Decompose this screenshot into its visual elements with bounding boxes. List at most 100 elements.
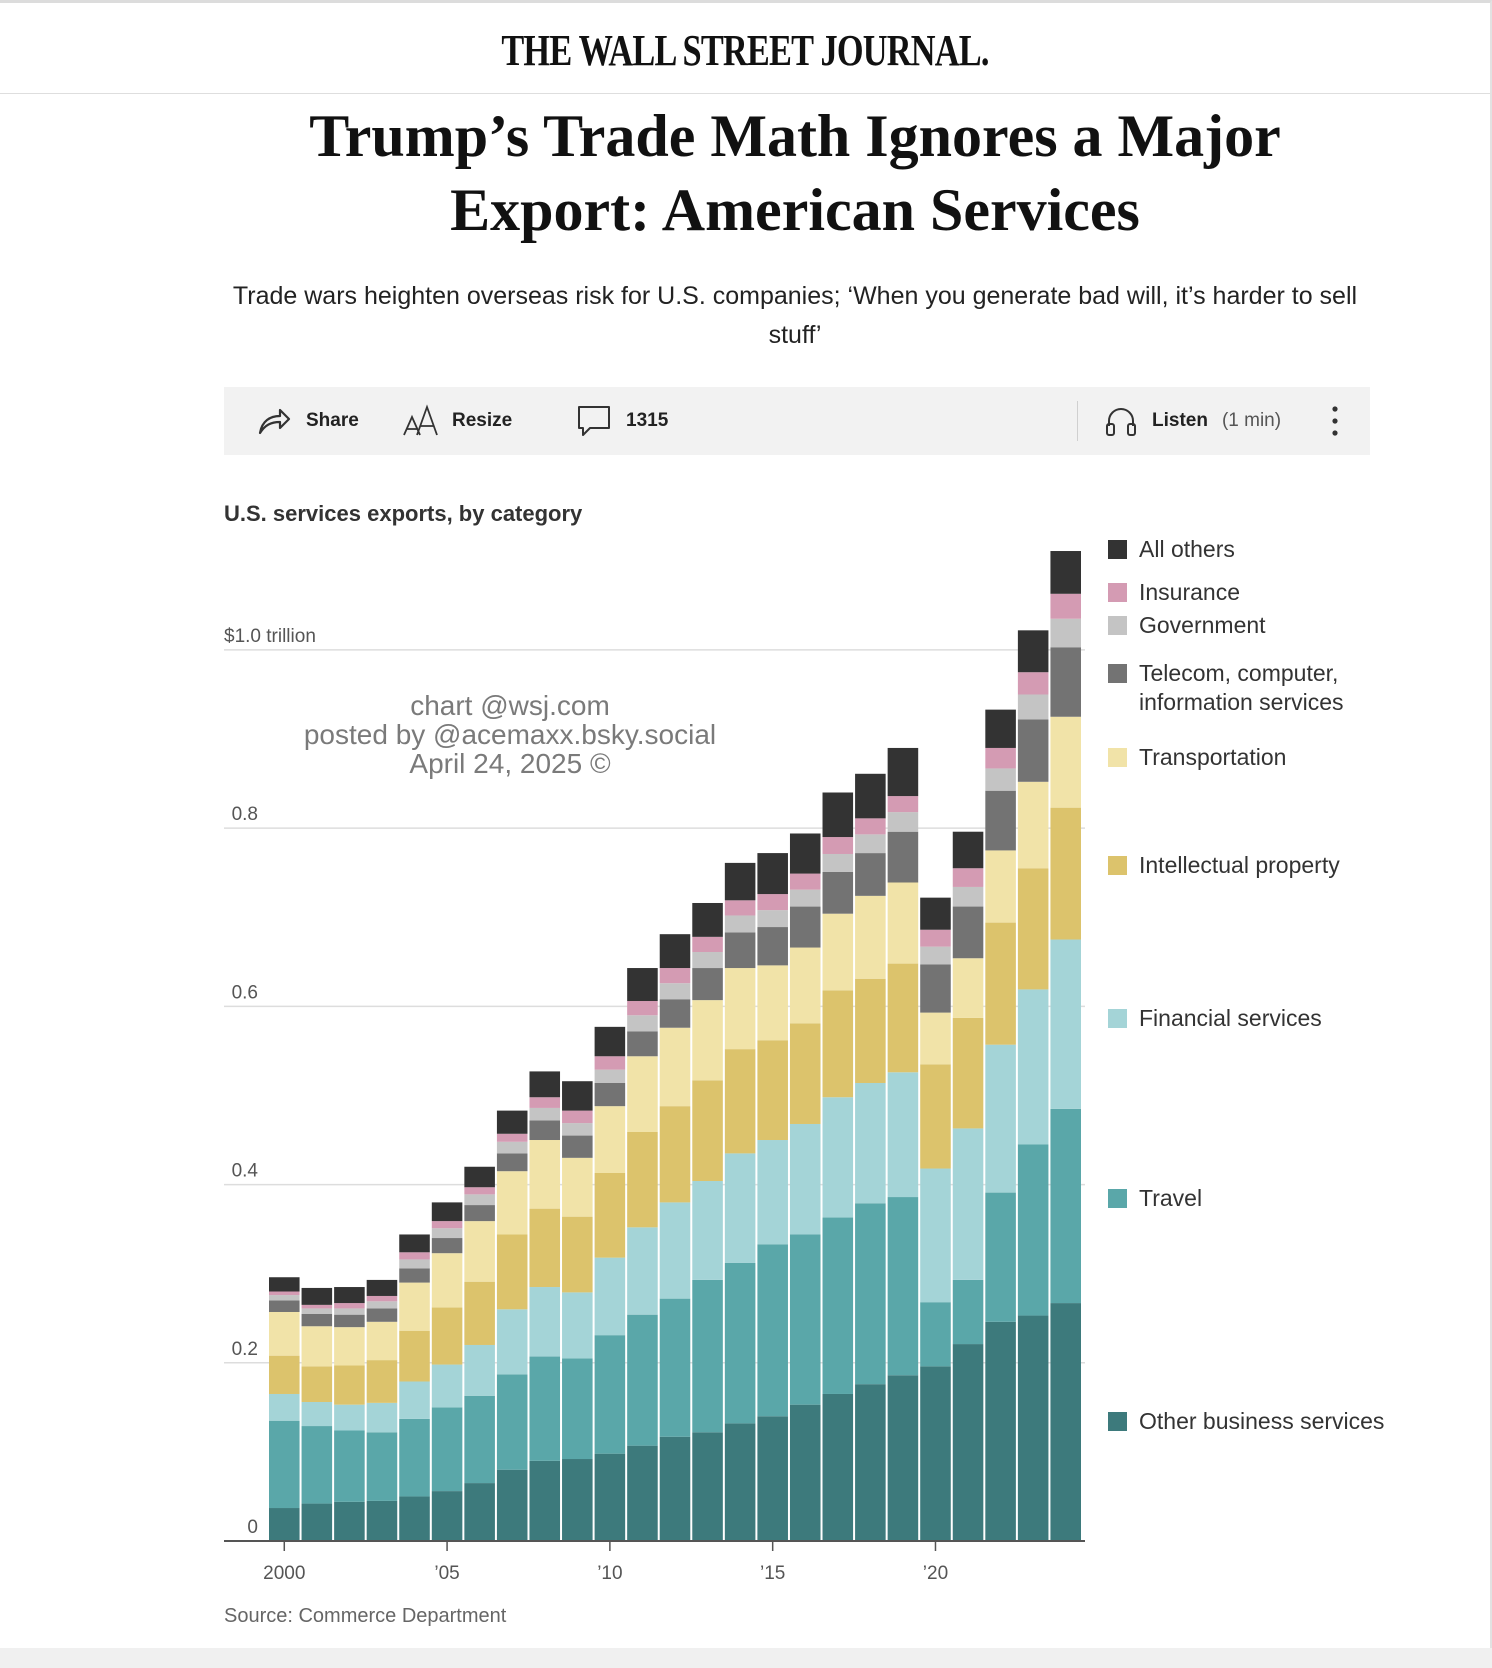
masthead[interactable]: THE WALL STREET JOURNAL.: [0, 3, 1490, 94]
bar-segment: [1050, 618, 1081, 648]
bar-segment: [920, 1168, 951, 1303]
bar-segment: [789, 1123, 821, 1235]
listen-button[interactable]: Listen (1 min): [1104, 387, 1281, 455]
bar-segment: [301, 1426, 333, 1504]
y-tick-label: 0.6: [232, 982, 258, 1003]
bar-segment: [399, 1418, 430, 1497]
bar-segment: [789, 947, 821, 1024]
bar-segment: [464, 1344, 495, 1396]
x-tick-label: ’15: [760, 1563, 785, 1584]
bar-segment: [301, 1308, 333, 1314]
bar-segment: [269, 1420, 300, 1509]
bar-segment: [1050, 647, 1081, 717]
bar-segment: [757, 965, 788, 1041]
bar-segment: [1017, 1315, 1049, 1541]
bar-segment: [431, 1228, 463, 1239]
bar-segment: [920, 946, 951, 965]
bar-segment: [757, 1040, 788, 1141]
bar-segment: [724, 1262, 756, 1424]
bar-segment: [562, 1216, 593, 1293]
bar-segment: [431, 1307, 463, 1365]
bar-segment: [431, 1253, 463, 1308]
bar-segment: [659, 1106, 691, 1203]
bar-segment: [659, 999, 691, 1028]
comment-icon: [576, 404, 612, 438]
bar-segment: [529, 1208, 561, 1288]
bar-segment: [399, 1259, 430, 1269]
bar-segment: [757, 910, 788, 928]
bar-segment: [952, 831, 984, 869]
comments-button[interactable]: 1315: [576, 387, 668, 455]
bar-segment: [1017, 989, 1049, 1145]
bar-segment: [1017, 781, 1049, 869]
bar-segment: [464, 1187, 495, 1195]
bar-segment: [366, 1500, 398, 1541]
bar-segment: [529, 1140, 561, 1209]
bar-segment: [366, 1301, 398, 1309]
bar-segment: [594, 1172, 626, 1258]
legend-swatch: [1108, 664, 1127, 683]
bar-segment: [301, 1503, 333, 1541]
bar-segment: [822, 1097, 854, 1218]
bar-segment: [985, 768, 1016, 791]
bar-segment: [1050, 939, 1081, 1109]
bar-segment: [855, 978, 886, 1083]
bar-segment: [464, 1221, 495, 1282]
resize-button[interactable]: Resize: [402, 387, 512, 455]
bar-segment: [496, 1133, 528, 1142]
bar-segment: [301, 1366, 333, 1402]
resize-icon: [402, 404, 440, 438]
more-options-button[interactable]: [1330, 387, 1340, 455]
legend-label: Transportation: [1139, 744, 1287, 770]
bar-segment: [399, 1268, 430, 1283]
bar-segment: [692, 952, 723, 969]
more-options-icon: [1330, 403, 1340, 439]
bar-segment: [366, 1402, 398, 1433]
bar-segment: [562, 1081, 593, 1111]
bar-segment: [822, 837, 854, 854]
bar-segment: [822, 990, 854, 1098]
masthead-logo[interactable]: THE WALL STREET JOURNAL.: [501, 26, 989, 75]
bar-segment: [855, 1203, 886, 1385]
listen-duration: (1 min): [1221, 410, 1282, 431]
bar-segment: [627, 1056, 658, 1132]
bar-segment: [399, 1496, 430, 1541]
bar-segment: [887, 796, 919, 813]
bar-segment: [887, 1072, 919, 1198]
bar-segment: [920, 964, 951, 1013]
bar-segment: [855, 818, 886, 835]
bar-segment: [952, 1344, 984, 1541]
bar-segment: [692, 1279, 723, 1433]
legend-item: Telecom, computer, information services: [1108, 659, 1389, 717]
share-button[interactable]: Share: [256, 387, 359, 455]
bar-segment: [952, 1128, 984, 1280]
bar-segment: [985, 747, 1016, 769]
bar-segment: [366, 1321, 398, 1361]
bar-segment: [1050, 716, 1081, 808]
bar-segment: [594, 1335, 626, 1454]
bar-segment: [431, 1221, 463, 1229]
legend-label: Intellectual property: [1139, 852, 1340, 878]
bar-segment: [562, 1157, 593, 1217]
bar-segment: [269, 1355, 300, 1394]
bar-segment: [496, 1374, 528, 1470]
comment-count: 1315: [626, 410, 669, 431]
bar-segment: [724, 932, 756, 969]
bar-segment: [887, 747, 919, 797]
bar-segment: [887, 963, 919, 1073]
bar-segment: [692, 1000, 723, 1081]
bar-segment: [269, 1300, 300, 1312]
bar-segment: [431, 1407, 463, 1492]
legend-swatch: [1108, 540, 1127, 559]
bar-segment: [464, 1205, 495, 1222]
bar-segment: [464, 1395, 495, 1484]
legend-swatch: [1108, 583, 1127, 602]
bar-segment: [366, 1432, 398, 1501]
bar-segment: [529, 1097, 561, 1108]
bar-segment: [627, 1227, 658, 1315]
bar-segment: [334, 1404, 365, 1431]
bar-segment: [757, 1140, 788, 1245]
bar-segment: [627, 968, 658, 1002]
dek: Trade wars heighten overseas risk for U.…: [232, 282, 1358, 349]
bar-segment: [757, 894, 788, 911]
